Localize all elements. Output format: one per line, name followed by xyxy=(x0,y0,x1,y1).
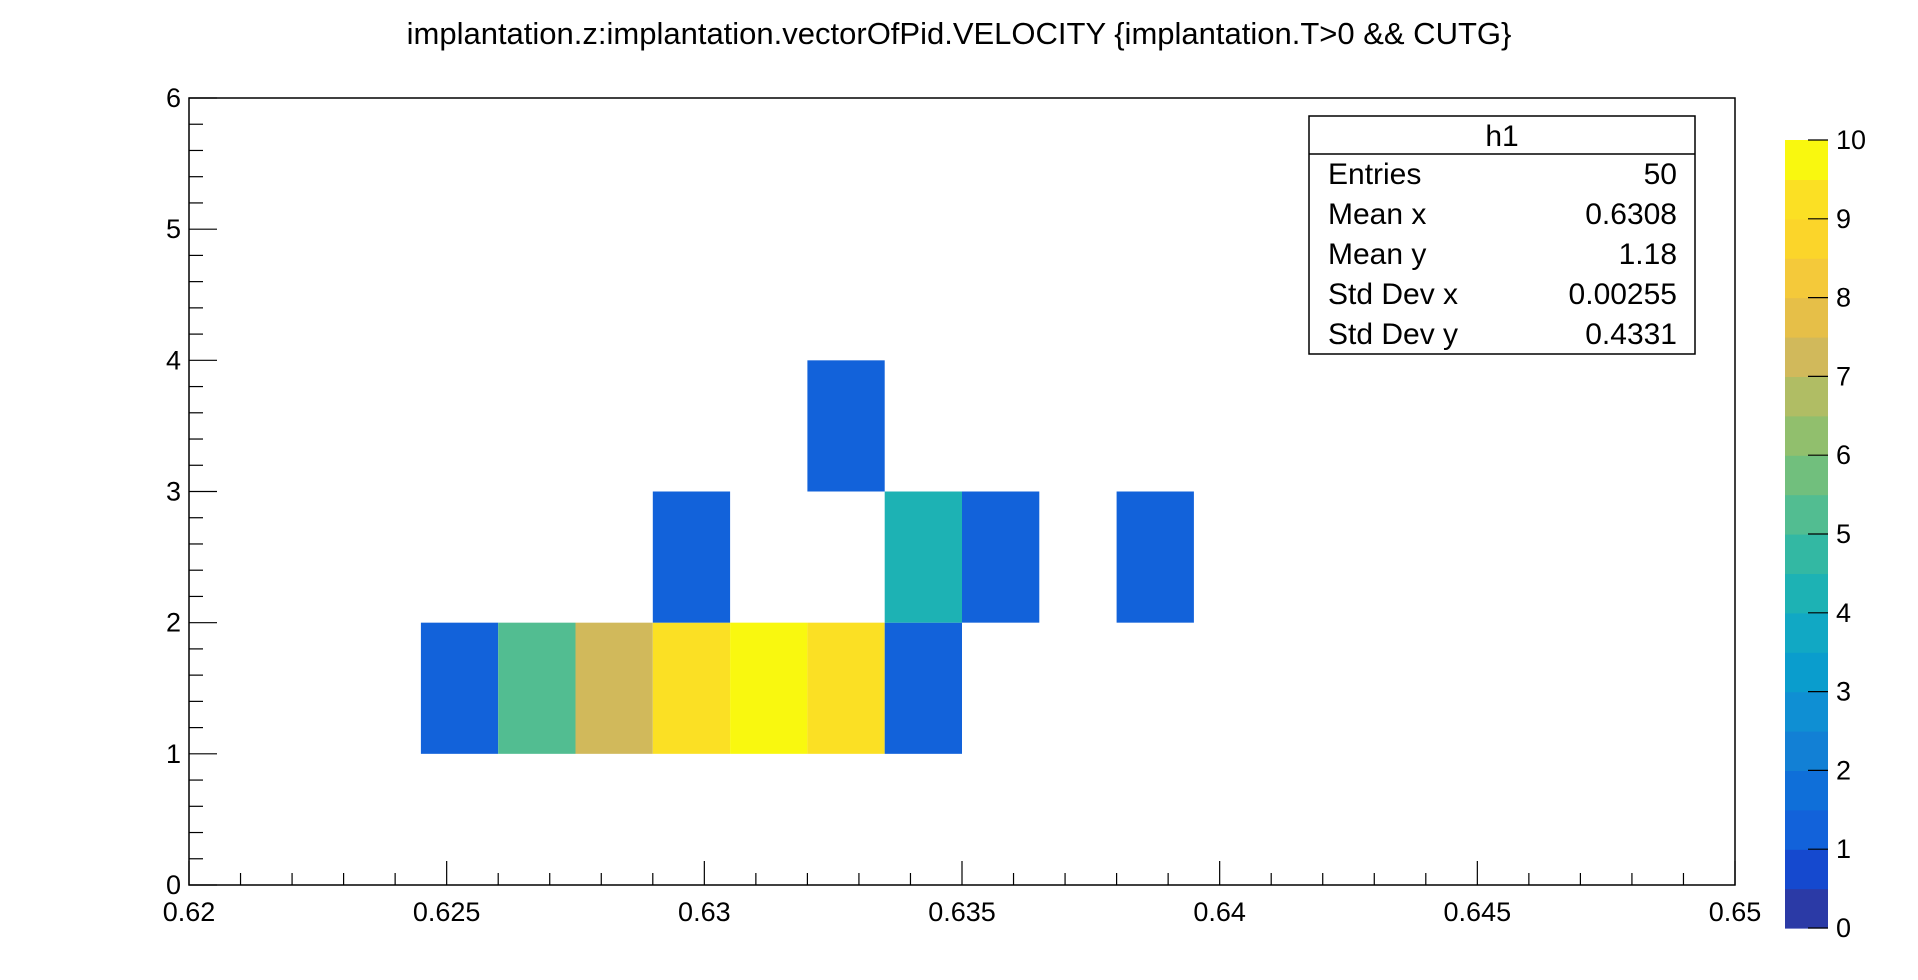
x-tick-label: 0.65 xyxy=(1709,897,1762,927)
stats-row-value: 0.6308 xyxy=(1585,198,1677,231)
heatmap-bin-6 xyxy=(884,622,962,754)
y-tick-label: 0 xyxy=(166,870,181,900)
heatmap-bin-3 xyxy=(652,622,731,754)
heatmap-bin-5 xyxy=(807,622,885,754)
z-tick-label: 3 xyxy=(1836,677,1851,707)
palette-swatch xyxy=(1785,652,1828,693)
heatmap-bin-10 xyxy=(1116,491,1194,623)
heatmap-bin-11 xyxy=(807,360,885,492)
palette-swatch xyxy=(1785,297,1828,338)
chart-title: implantation.z:implantation.vectorOfPid.… xyxy=(407,16,1512,51)
stats-row-label: Std Dev y xyxy=(1328,318,1458,351)
y-tick-label: 5 xyxy=(166,214,181,244)
x-tick-label: 0.645 xyxy=(1444,897,1512,927)
x-tick-label: 0.635 xyxy=(928,897,996,927)
heatmap-bin-1 xyxy=(498,622,576,754)
palette-swatch xyxy=(1785,691,1828,732)
x-tick-label: 0.64 xyxy=(1193,897,1246,927)
x-tick-label: 0.63 xyxy=(678,897,731,927)
y-tick-label: 4 xyxy=(166,345,181,375)
stats-row-value: 0.4331 xyxy=(1585,318,1677,351)
palette-swatch xyxy=(1785,731,1828,771)
x-axis: 0.62 0.625 0.63 0.635 0.64 0.645 0.65 xyxy=(163,861,1762,927)
y-tick-label: 2 xyxy=(166,608,181,638)
stats-row-value: 0.00255 xyxy=(1569,278,1677,311)
stats-row-label: Mean x xyxy=(1328,198,1426,231)
palette-swatch xyxy=(1785,573,1828,614)
z-tick-label: 1 xyxy=(1836,834,1851,864)
palette-swatch xyxy=(1785,770,1828,811)
palette-swatch xyxy=(1785,888,1828,929)
color-palette-axis: 0 1 2 3 4 5 6 7 8 9 10 xyxy=(1785,125,1866,943)
stats-row-value: 50 xyxy=(1644,158,1677,191)
z-tick-label: 4 xyxy=(1836,598,1851,628)
stats-box-rows: Entries 50 Mean x 0.6308 Mean y 1.18 Std Dev x… xyxy=(1328,158,1677,351)
z-tick-label: 0 xyxy=(1836,913,1851,943)
heatmap-bin-9 xyxy=(962,491,1040,623)
z-tick-label: 2 xyxy=(1836,755,1851,785)
palette-swatch xyxy=(1785,809,1828,850)
palette-swatch xyxy=(1785,218,1828,259)
y-tick-label: 1 xyxy=(166,739,181,769)
palette-swatch xyxy=(1785,140,1828,180)
heatmap-bin-7 xyxy=(652,491,731,623)
heatmap-bin-8 xyxy=(884,491,962,623)
y-axis: 0 1 2 3 4 5 6 xyxy=(166,83,217,900)
palette-swatch xyxy=(1785,494,1828,535)
y-tick-label: 6 xyxy=(166,83,181,113)
stats-box-frame xyxy=(1308,115,1696,355)
stats-box: h1 Entries 50 Mean x 0.6308 Mean y 1.18 Std De… xyxy=(1308,115,1696,355)
y-tick-label: 3 xyxy=(166,477,181,507)
z-tick-label: 8 xyxy=(1836,283,1851,313)
z-tick-label: 5 xyxy=(1836,519,1851,549)
palette-swatch xyxy=(1785,534,1828,574)
palette-swatch xyxy=(1785,612,1828,653)
stats-row-label: Mean y xyxy=(1328,238,1426,271)
z-tick-label: 10 xyxy=(1836,125,1866,155)
stats-row-label: Entries xyxy=(1328,158,1421,191)
stats-row-value: 1.18 xyxy=(1619,238,1677,271)
stats-box-title: h1 xyxy=(1485,120,1518,153)
z-tick-label: 6 xyxy=(1836,440,1851,470)
z-tick-label: 9 xyxy=(1836,204,1851,234)
palette-swatch xyxy=(1785,849,1828,890)
stats-row-label: Std Dev x xyxy=(1328,278,1458,311)
palette-swatch xyxy=(1785,258,1828,299)
x-tick-label: 0.62 xyxy=(163,897,216,927)
heatmap-bin-0 xyxy=(420,622,499,754)
x-tick-label: 0.625 xyxy=(413,897,481,927)
heatmap-bin-2 xyxy=(575,622,653,754)
palette-swatch xyxy=(1785,376,1828,417)
palette-swatch xyxy=(1785,337,1828,377)
palette-swatch xyxy=(1785,179,1828,220)
palette-swatch xyxy=(1785,415,1828,456)
z-tick-label: 7 xyxy=(1836,361,1851,391)
heatmap-bin-4 xyxy=(730,622,808,754)
palette-swatch xyxy=(1785,455,1828,496)
heatmap-bins xyxy=(420,360,1194,754)
